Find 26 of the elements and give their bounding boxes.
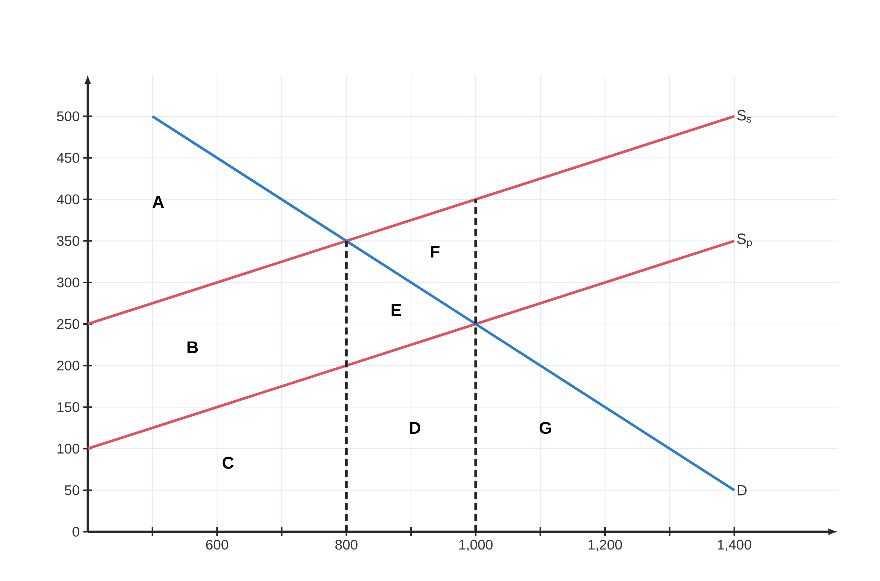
x-tick-label: 1,200	[588, 540, 622, 552]
series-label: S$_{p}$	[737, 234, 752, 249]
series-label: D	[738, 485, 747, 496]
y-tick-label: 250	[57, 319, 80, 330]
y-tick-label: 50	[65, 486, 80, 496]
x-tick-label: 800	[336, 540, 358, 550]
annotation: C	[222, 457, 234, 470]
x-tick-label: 1,400	[718, 540, 752, 552]
x-tick-label: 1,000	[460, 540, 493, 552]
y-tick-label: 300	[57, 278, 80, 288]
y-tick-label: 200	[57, 360, 80, 371]
annotation: G	[540, 422, 552, 434]
annotation: F	[431, 246, 440, 258]
y-tick-label: 150	[58, 402, 80, 412]
y-tick-label: 0	[72, 527, 80, 537]
annotation: A	[152, 196, 164, 208]
series-label: S$_{s}$	[737, 110, 752, 123]
x-tick-label: 600	[206, 540, 228, 550]
y-tick-label: 400	[57, 194, 80, 205]
annotation: B	[188, 342, 198, 354]
y-tick-label: 500	[57, 112, 80, 122]
y-tick-label: 100	[58, 444, 80, 454]
y-tick-label: 450	[57, 153, 80, 164]
annotation: E	[392, 304, 402, 316]
annotation: D	[410, 422, 421, 434]
y-tick-label: 350	[57, 236, 80, 246]
